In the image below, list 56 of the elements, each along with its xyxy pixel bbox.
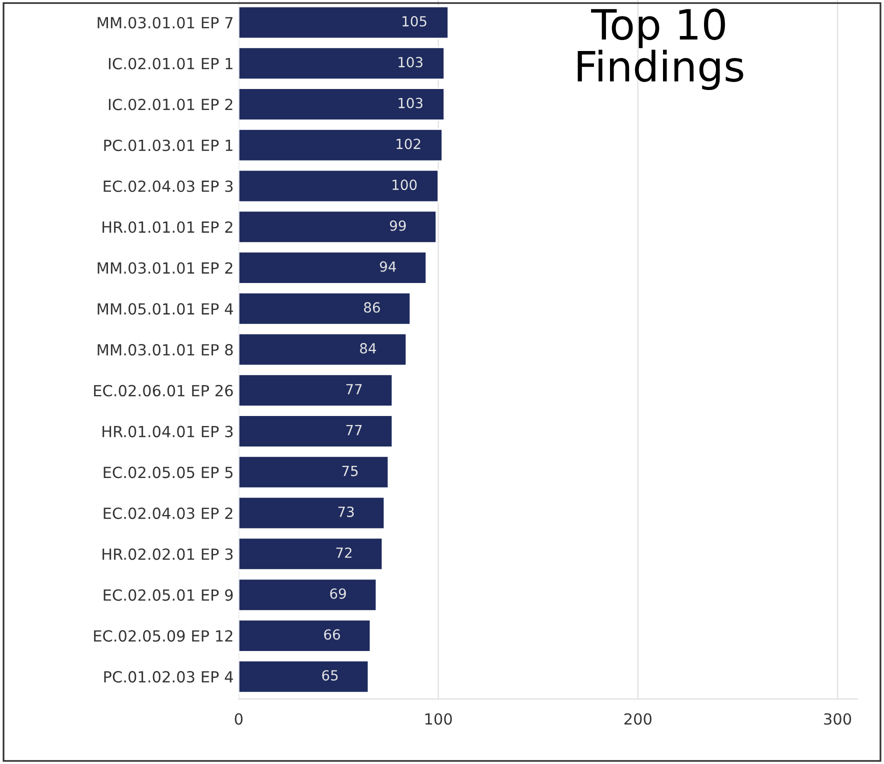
y-tick-label: EC.02.05.05 EP 5 — [104, 466, 232, 478]
data-label: 84 — [360, 343, 376, 354]
bar — [238, 537, 384, 571]
y-tick-label: EC.02.06.01 EP 26 — [94, 384, 233, 396]
data-label: 100 — [392, 180, 417, 190]
data-label: 105 — [402, 16, 426, 27]
bar — [238, 374, 394, 408]
x-tick-label: 100 — [425, 713, 452, 725]
data-label: 77 — [346, 384, 362, 394]
data-label: 86 — [364, 302, 380, 313]
bar — [238, 292, 412, 326]
y-tick-label: EC.02.05.09 EP 12 — [94, 630, 232, 642]
data-label: 69 — [330, 588, 346, 599]
x-tick-label: 300 — [824, 713, 852, 725]
bar — [238, 660, 370, 694]
y-tick-label: HR.01.01.01 EP 2 — [102, 221, 232, 233]
y-tick-label: EC.02.04.03 EP 2 — [104, 508, 232, 520]
y-tick-label: MM.05.01.01 EP 4 — [98, 303, 233, 315]
y-tick-label: MM.03.01.01 EP 8 — [98, 344, 233, 356]
y-tick-label: PC.01.03.01 EP 1 — [104, 140, 232, 152]
y-tick-label: MM.03.01.01 EP 2 — [98, 262, 232, 274]
bar — [238, 88, 445, 121]
x-tick-label: 200 — [624, 713, 652, 725]
data-label: 94 — [380, 261, 396, 272]
y-tick-label: HR.02.02.01 EP 3 — [102, 548, 233, 560]
bar — [238, 414, 394, 448]
data-label: 99 — [390, 220, 406, 231]
y-tick-label: IC.02.01.01 EP 1 — [108, 58, 232, 70]
data-label: 103 — [398, 98, 422, 108]
bar — [238, 496, 386, 530]
y-tick-label: HR.01.04.01 EP 3 — [102, 426, 233, 438]
bar — [238, 456, 390, 489]
bar — [238, 6, 449, 40]
x-tick-label: 0 — [234, 713, 243, 725]
data-label: 73 — [338, 506, 354, 518]
data-label: 65 — [322, 670, 338, 681]
bar — [238, 46, 445, 80]
data-label: 75 — [342, 466, 358, 476]
bar — [238, 169, 439, 203]
bar — [238, 332, 408, 366]
y-tick-label: EC.02.05.01 EP 9 — [104, 589, 233, 601]
bar — [238, 619, 372, 652]
y-tick-label: IC.02.01.01 EP 2 — [108, 98, 232, 110]
y-tick-label: PC.01.02.03 EP 4 — [104, 671, 233, 683]
bar — [238, 128, 443, 162]
y-tick-label: EC.02.04.03 EP 3 — [104, 180, 233, 192]
text: Top 10 Findings — [578, 8, 744, 90]
data-label: 103 — [398, 56, 422, 68]
data-label: 66 — [324, 629, 340, 640]
bar — [238, 578, 378, 612]
data-label: 77 — [346, 425, 362, 436]
data-label: 102 — [396, 138, 420, 150]
bar — [238, 251, 428, 284]
y-tick-label: MM.03.01.01 EP 7 — [98, 16, 233, 29]
data-label: 72 — [336, 547, 352, 558]
bar — [238, 210, 437, 244]
